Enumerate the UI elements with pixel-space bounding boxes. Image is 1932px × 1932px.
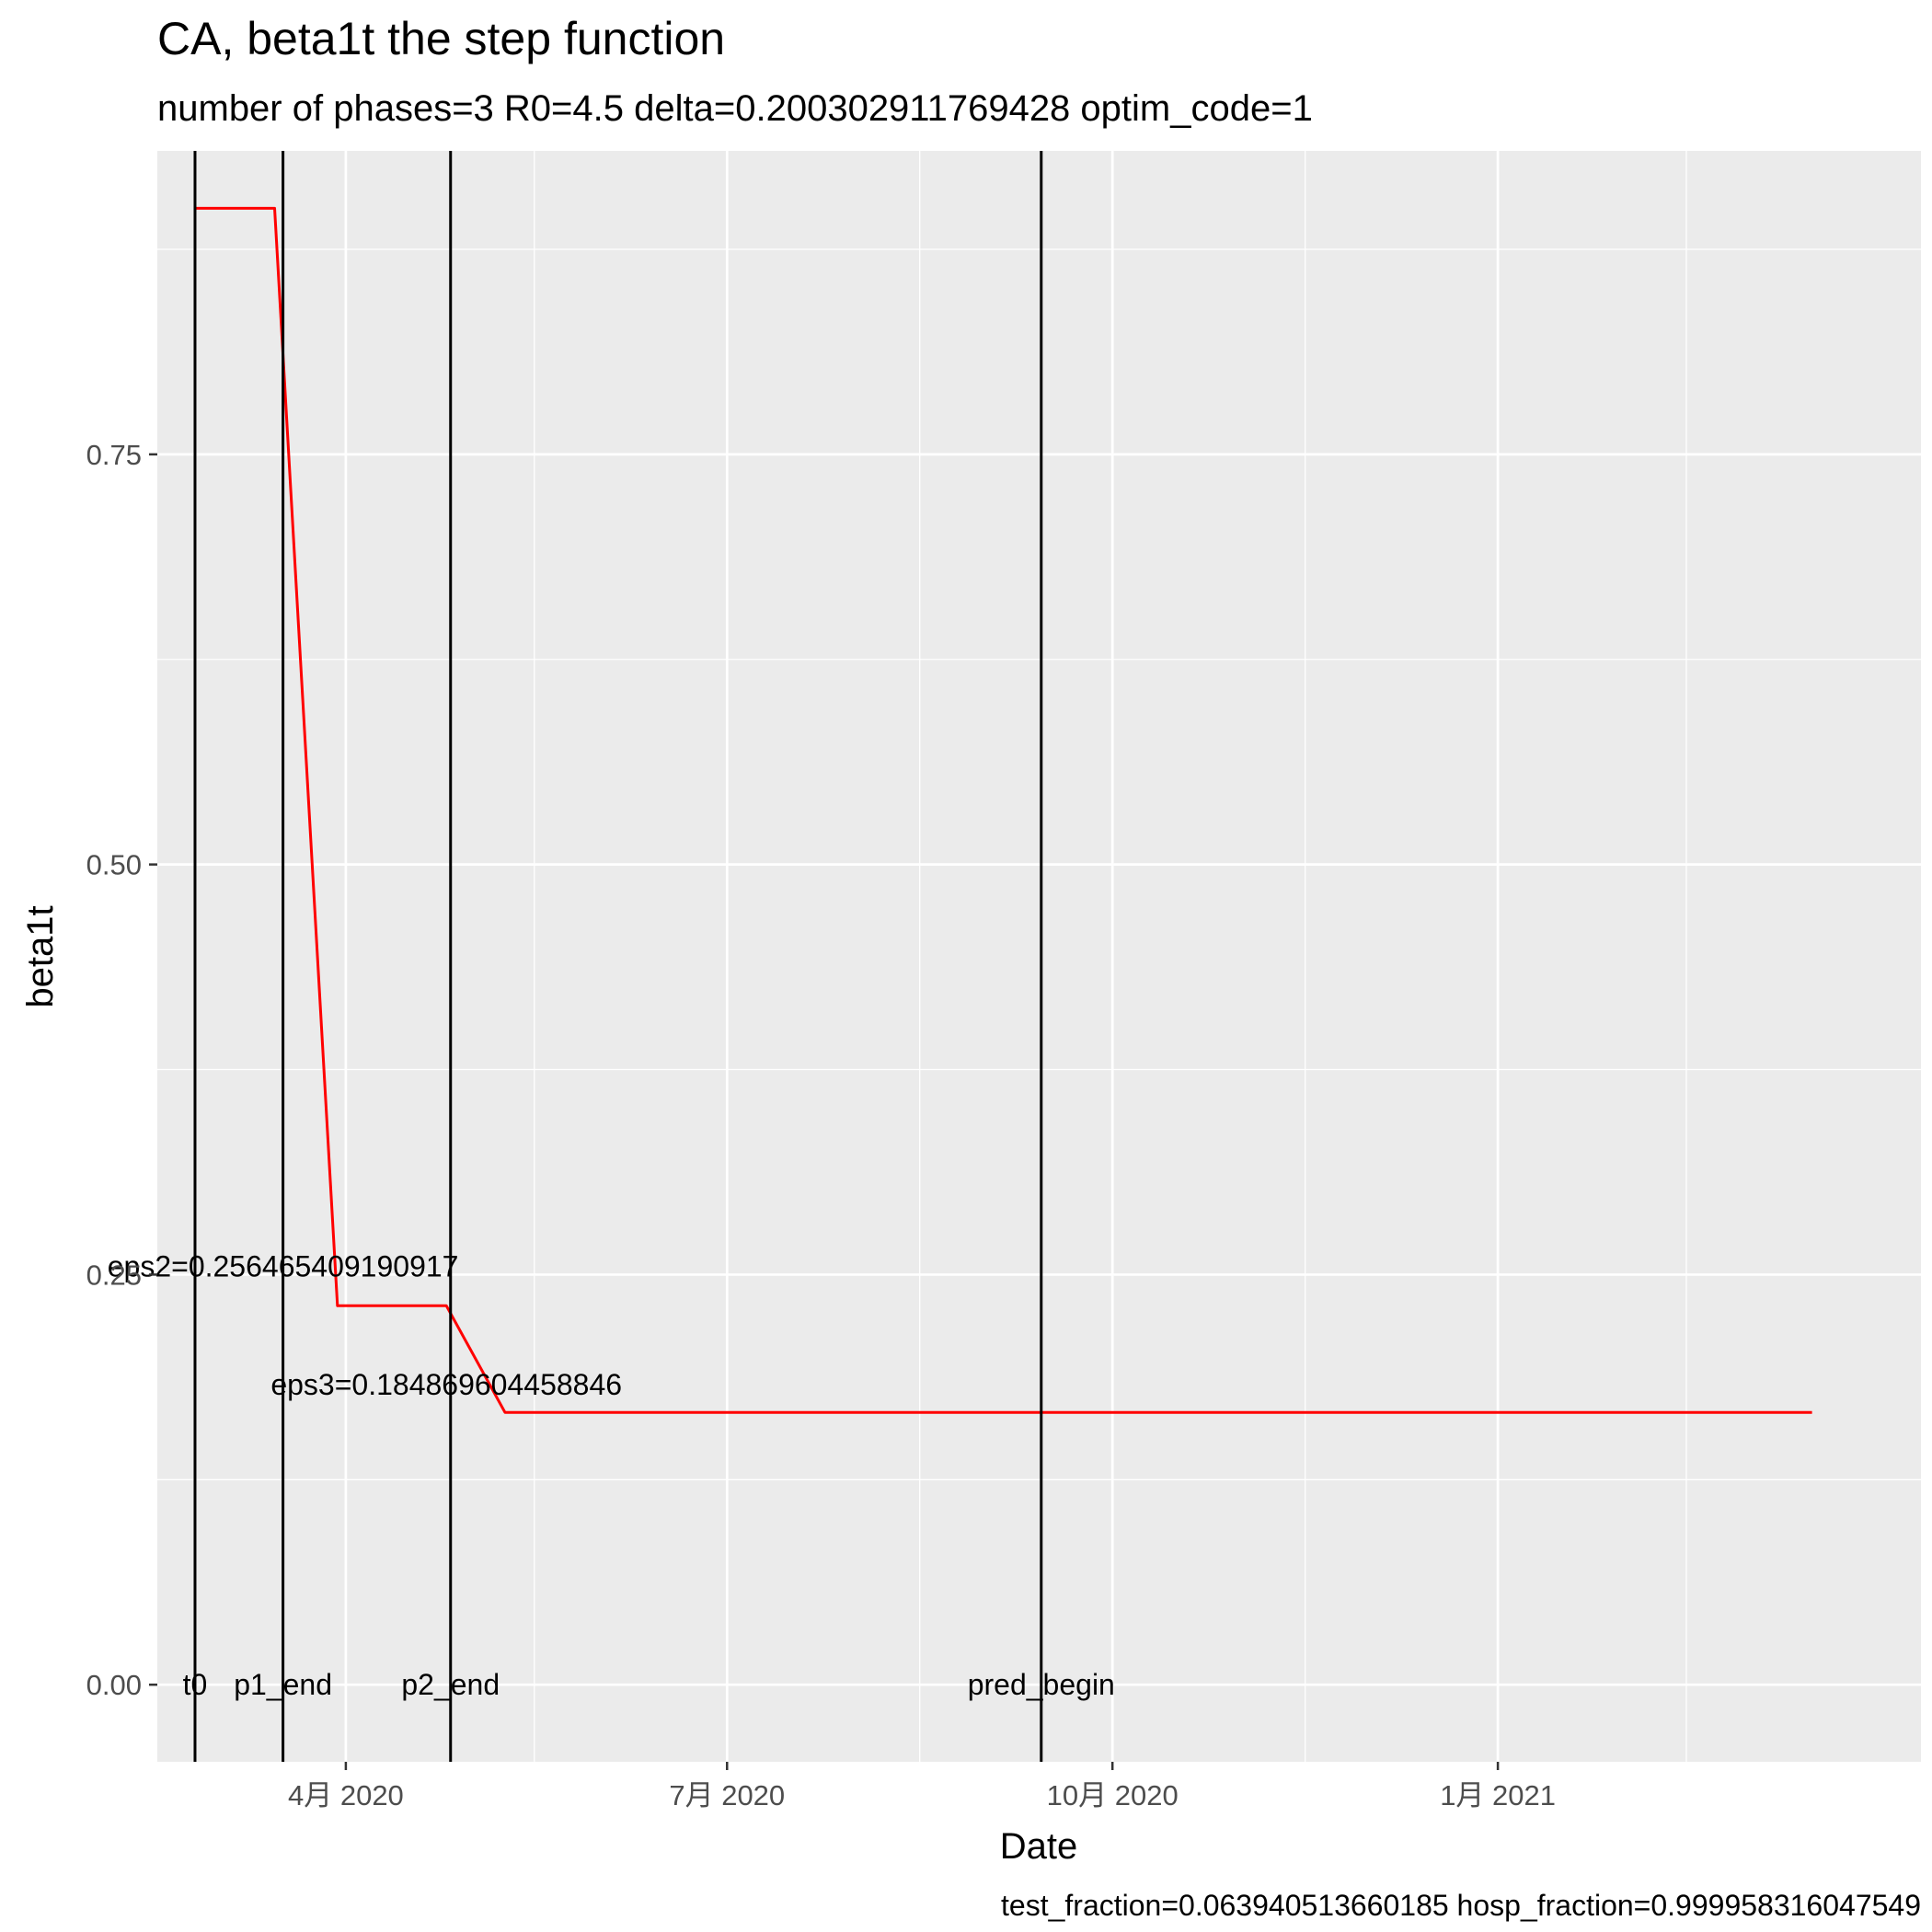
- y-tick-label: 0.50: [86, 849, 142, 881]
- beta1t-line: [195, 206, 1812, 1414]
- x-axis: 4月 2020 7月 2020 10月 2020 1月 2021: [288, 1762, 1556, 1811]
- event-lines: t0 p1_end p2_end pred_begin: [183, 151, 1115, 1762]
- chart-caption: test_fraction=0.063940513660185 hosp_fra…: [1001, 1889, 1921, 1922]
- x-tick-label: 7月 2020: [669, 1779, 785, 1811]
- annotation-eps2: eps2=0.256465409190917: [108, 1250, 459, 1283]
- event-label-pred-begin: pred_begin: [968, 1668, 1115, 1701]
- y-tick-label: 0.75: [86, 439, 142, 471]
- x-axis-title: Date: [1000, 1826, 1078, 1867]
- y-axis: 0.00 0.25 0.50 0.75: [86, 439, 157, 1701]
- y-axis-title: beta1t: [20, 905, 61, 1007]
- x-tick-label: 4月 2020: [288, 1779, 404, 1811]
- x-tick-label: 1月 2021: [1440, 1779, 1556, 1811]
- series-layer: [195, 206, 1812, 1414]
- x-tick-label: 10月 2020: [1047, 1779, 1179, 1811]
- event-label-p1-end: p1_end: [234, 1668, 332, 1701]
- plot-panel: [157, 151, 1921, 1762]
- event-label-t0: t0: [183, 1668, 208, 1701]
- annotations: eps2=0.256465409190917 eps3=0.18486960445…: [108, 1250, 622, 1401]
- event-label-p2-end: p2_end: [401, 1668, 500, 1701]
- y-tick-label: 0.25: [86, 1259, 142, 1291]
- chart-subtitle: number of phases=3 R0=4.5 delta=0.200302…: [157, 88, 1313, 129]
- annotation-eps3: eps3=0.184869604458846: [270, 1368, 622, 1401]
- chart-title: CA, beta1t the step function: [157, 13, 725, 64]
- y-tick-label: 0.00: [86, 1669, 142, 1701]
